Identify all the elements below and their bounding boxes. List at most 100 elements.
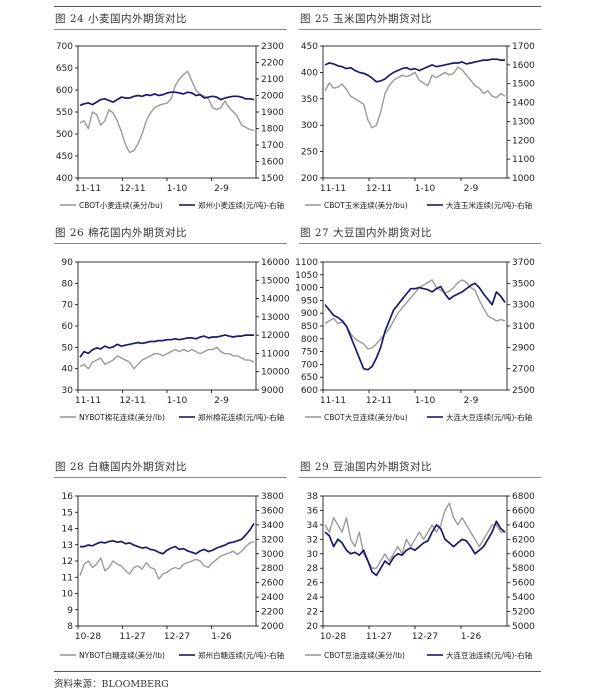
left-tick-label: 90 [62, 258, 74, 268]
right-tick-label: 6600 [512, 506, 535, 516]
series-line-foreign [324, 66, 506, 129]
chart-wheat: 400 450 500 550 600 650 700 1500 1600 1700 1800 190… [56, 42, 284, 210]
legend-label: 大连大豆连续(元/吨)-右轴 [446, 412, 532, 422]
x-tick-label: 11-11 [320, 184, 346, 194]
panel-rule-soybean [299, 243, 541, 244]
right-tick-label: 6000 [512, 550, 535, 560]
left-tick-label: 450 [56, 152, 73, 162]
series-line-domestic [324, 58, 505, 83]
right-tick-label: 1400 [512, 99, 535, 109]
right-tick-label: 3000 [261, 550, 284, 560]
left-tick-label: 38 [307, 492, 319, 502]
x-tick-label: 1-10 [167, 184, 188, 194]
right-tick-label: 3100 [512, 322, 535, 332]
left-tick-label: 8 [67, 622, 73, 632]
panel-rule-cotton [54, 243, 287, 244]
chart-cotton: 30 40 50 60 70 80 90 9000 10000 11000 12000 13000 14… [60, 258, 290, 422]
plot-frame [322, 45, 508, 179]
legend-label: 郑州棉花连续(元/吨)-右轴 [198, 412, 284, 422]
left-tick-label: 650 [301, 373, 318, 383]
panel-title-corn: 图 25 玉米国内外期货对比 [300, 13, 433, 25]
right-tick-label: 2800 [261, 564, 284, 574]
panel-title-soybean: 图 27 大豆国内外期货对比 [300, 227, 433, 239]
legend-label: 大连玉米连续(元/吨)-右轴 [446, 200, 532, 210]
left-tick-label: 1000 [295, 284, 318, 294]
legend-label: 郑州小麦连续(元/吨)-右轴 [198, 200, 284, 210]
right-tick-label: 1300 [512, 117, 535, 127]
left-tick-label: 400 [56, 174, 73, 184]
left-tick-label: 30 [62, 386, 74, 396]
left-tick-label: 600 [301, 386, 318, 396]
left-tick-label: 20 [307, 622, 319, 632]
x-tick-label: 1-10 [415, 184, 436, 194]
left-tick-label: 350 [301, 95, 318, 105]
x-tick-label: 12-11 [119, 396, 145, 406]
panel-rule-corn [299, 29, 541, 30]
series-line-foreign [79, 346, 255, 370]
left-tick-label: 250 [301, 148, 318, 158]
chart-soyoil: 20 22 24 26 28 30 32 34 36 38 5000 5200 5400 5600 5800… [305, 492, 535, 660]
right-tick-label: 3600 [261, 506, 284, 516]
right-tick-label: 1600 [261, 158, 284, 168]
right-tick-label: 5600 [512, 579, 535, 589]
legend-label: 郑州白糖连续(元/吨)-右轴 [198, 650, 284, 660]
x-tick-label: 10-28 [75, 632, 101, 642]
right-tick-label: 1500 [261, 174, 284, 184]
left-tick-label: 12 [62, 557, 73, 567]
left-tick-label: 300 [301, 121, 318, 131]
x-tick-label: 12-27 [412, 632, 438, 642]
left-tick-label: 450 [301, 42, 318, 52]
panel-rule-sugar [54, 477, 287, 478]
series-line-foreign [79, 540, 255, 580]
left-tick-label: 1050 [295, 271, 318, 281]
legend-label: NYBOT棉花连续(美分/lb) [79, 412, 165, 422]
left-tick-label: 60 [62, 322, 74, 332]
plot-frame [77, 45, 257, 179]
series-line-foreign [324, 502, 505, 569]
right-tick-label: 6400 [512, 521, 535, 531]
left-tick-label: 34 [307, 521, 319, 531]
right-tick-label: 3400 [261, 521, 284, 531]
left-tick-label: 900 [301, 309, 318, 319]
right-tick-label: 15000 [261, 276, 290, 286]
legend-label: NYBOT白糖连续(美分/lb) [79, 650, 165, 660]
plot-frame [322, 495, 508, 627]
x-tick-label: 11-11 [75, 184, 101, 194]
right-tick-label: 2400 [261, 593, 284, 603]
right-tick-label: 3300 [512, 301, 535, 311]
right-tick-label: 3800 [261, 492, 284, 502]
right-tick-label: 1100 [512, 155, 535, 165]
left-tick-label: 9 [67, 606, 73, 616]
series-line-foreign [79, 70, 255, 154]
legend-label: CBOT小麦连续(美分/bu) [79, 200, 163, 210]
right-tick-label: 10000 [261, 368, 290, 378]
left-tick-label: 14 [62, 525, 74, 535]
series-line-foreign [324, 279, 506, 350]
right-tick-label: 1500 [512, 80, 535, 90]
top-rule [54, 6, 541, 7]
x-tick-label: 1-26 [211, 632, 232, 642]
left-tick-label: 15 [62, 508, 73, 518]
x-tick-label: 2-9 [214, 184, 229, 194]
left-tick-label: 750 [301, 348, 318, 358]
right-tick-label: 2200 [261, 608, 284, 618]
left-tick-label: 40 [62, 365, 74, 375]
right-tick-label: 5000 [512, 622, 535, 632]
right-tick-label: 2900 [512, 343, 535, 353]
left-tick-label: 400 [301, 68, 318, 78]
series-line-domestic [324, 282, 506, 371]
right-tick-label: 6800 [512, 492, 535, 502]
x-tick-label: 1-10 [415, 396, 436, 406]
right-tick-label: 2300 [261, 42, 284, 52]
right-tick-label: 12000 [261, 331, 290, 341]
left-tick-label: 22 [307, 608, 318, 618]
x-tick-label: 11-27 [366, 632, 392, 642]
right-tick-label: 5800 [512, 564, 535, 574]
right-tick-label: 2200 [261, 59, 284, 69]
series-line-domestic [324, 520, 506, 577]
right-tick-label: 1000 [512, 174, 535, 184]
left-tick-label: 600 [56, 86, 73, 96]
x-tick-label: 12-11 [119, 184, 145, 194]
x-tick-label: 2-9 [464, 184, 479, 194]
right-tick-label: 14000 [261, 295, 290, 305]
